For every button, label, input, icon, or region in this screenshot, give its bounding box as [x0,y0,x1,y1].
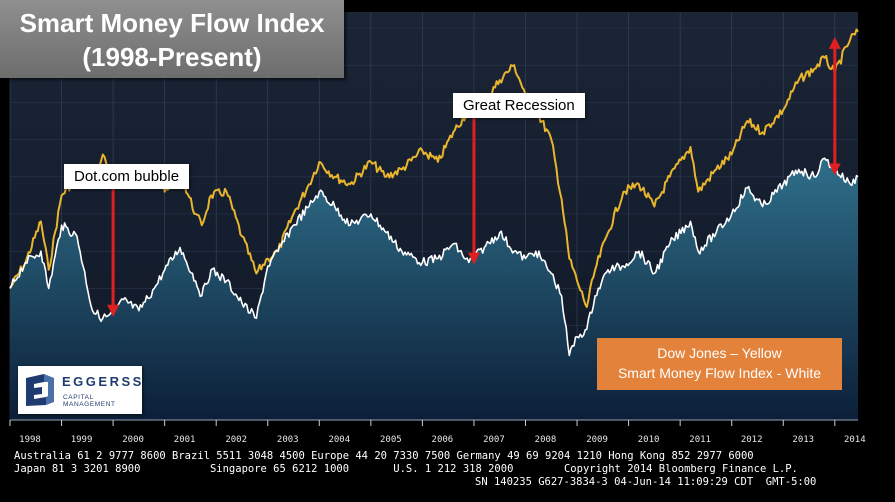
x-axis: 1998 1999 2000 2001 2002 2003 2004 2005 2006 2007… [9,419,866,445]
great-recession-callout: Great Recession [453,93,585,118]
x-tick-label: 2011 [689,435,711,445]
x-tick-label: 2002 [225,435,247,445]
x-tick-label: 2000 [122,435,144,445]
logo-name: EGGERSS [62,374,144,389]
footer-copyright-line: Japan 81 3 3201 8900 Singapore 65 6212 1… [14,463,798,475]
legend-dow-jones: Dow Jones – Yellow [657,345,782,361]
x-tick-label: 1998 [19,435,41,445]
eggerss-logo-icon [26,374,54,406]
logo-subtitle: CAPITAL MANAGEMENT [63,394,116,408]
eggerss-logo: EGGERSS CAPITAL MANAGEMENT [18,366,142,414]
gap-arrows [107,36,841,317]
x-tick-label: 2012 [741,435,763,445]
dotcom-bubble-callout: Dot.com bubble [64,164,190,189]
x-tick-label: 2009 [586,435,608,445]
x-tick-label: 2004 [328,435,350,445]
x-tick-label: 2005 [380,435,402,445]
smart-money-line [9,157,859,357]
chart-subtitle: (1998-Present) [82,42,262,72]
x-tick-label: 1999 [71,435,93,445]
x-tick-label: 2014 [844,435,866,445]
x-tick-label: 2008 [535,435,557,445]
x-tick-label: 2010 [638,435,660,445]
x-tick-label: 2006 [432,435,454,445]
chart-title-box: Smart Money Flow Index (1998-Present) [0,0,344,78]
footer-timestamp-line: SN 140235 G627-3834-3 04-Jun-14 11:09:29… [475,476,817,488]
x-tick-label: 2003 [277,435,299,445]
chart-title: Smart Money Flow Index [19,8,325,38]
x-tick-label: 2013 [792,435,814,445]
x-tick-label: 2007 [483,435,505,445]
footer-contacts-line: Australia 61 2 9777 8600 Brazil 5511 304… [14,450,754,462]
x-tick-label: 2001 [174,435,196,445]
legend-box: Dow Jones – Yellow Smart Money Flow Inde… [597,338,842,390]
legend-smart-money: Smart Money Flow Index - White [617,365,822,381]
